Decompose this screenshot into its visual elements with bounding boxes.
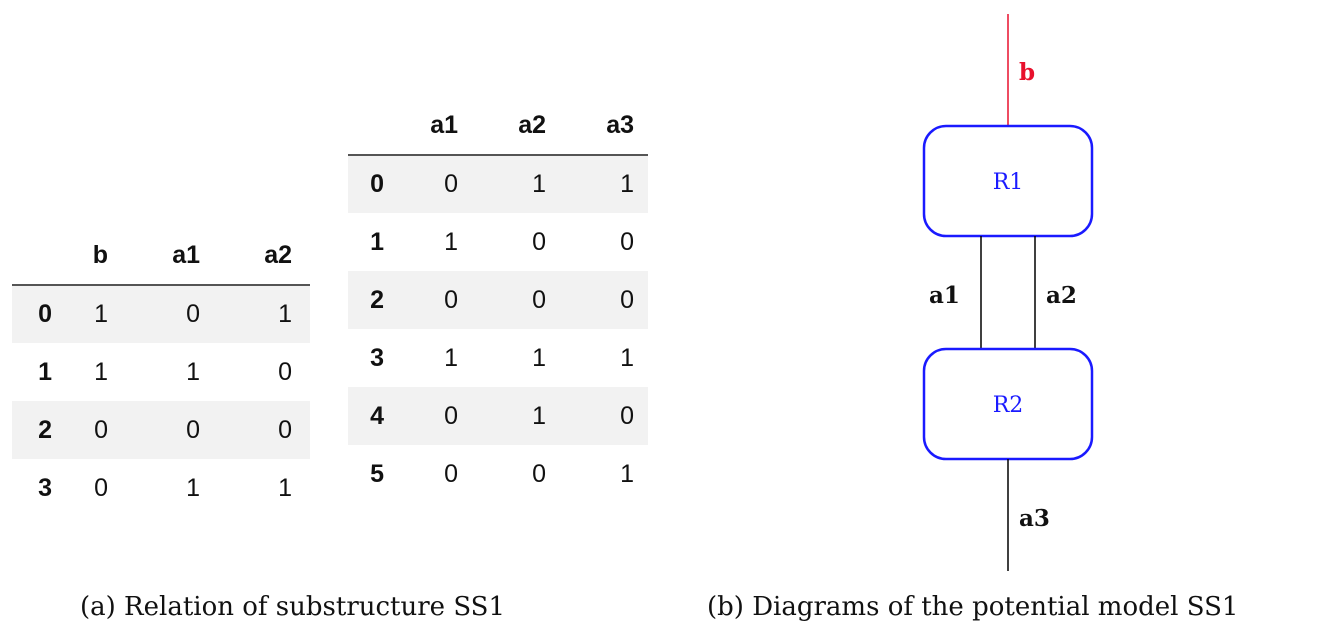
table-row: 4 0 1 0 <box>348 387 648 445</box>
table-cell: 0 <box>278 357 292 386</box>
index-header <box>12 226 52 286</box>
column-header: a1 <box>384 96 472 156</box>
caption-a: (a) Relation of substructure SS1 <box>80 592 506 622</box>
column-header: a2 <box>472 96 560 156</box>
table-cell: 0 <box>94 473 108 502</box>
table-cell: 1 <box>278 473 292 502</box>
table-row: 0 1 0 1 <box>12 285 310 343</box>
table-cell: 1 <box>532 401 546 430</box>
row-index: 1 <box>370 227 384 256</box>
table-cell: 0 <box>186 415 200 444</box>
table-cell: 1 <box>186 473 200 502</box>
table-cell: 1 <box>532 170 546 198</box>
column-header: b <box>52 226 126 286</box>
table-cell: 0 <box>620 285 634 314</box>
table-row: 2 0 0 0 <box>348 271 648 329</box>
node-label-r1: R1 <box>993 170 1024 195</box>
table-cell: 0 <box>278 415 292 444</box>
table-cell: 0 <box>94 415 108 444</box>
table-cell: 1 <box>94 357 108 386</box>
row-index: 0 <box>38 300 52 328</box>
column-header: a2 <box>218 226 310 286</box>
table-cell: 0 <box>444 285 458 314</box>
edge-label-b: b <box>1019 59 1035 86</box>
column-header: a3 <box>560 96 648 156</box>
table-header-row: a1 a2 a3 <box>348 96 648 156</box>
table-cell: 0 <box>444 459 458 488</box>
table-cell: 0 <box>532 285 546 314</box>
table-row: 3 0 1 1 <box>12 459 310 517</box>
row-index: 0 <box>370 170 384 198</box>
caption-b: (b) Diagrams of the potential model SS1 <box>707 592 1239 622</box>
column-header: a1 <box>126 226 218 286</box>
table-cell: 0 <box>444 401 458 430</box>
relation-table-right: a1 a2 a3 0 0 1 1 1 1 0 0 2 0 0 0 <box>348 96 648 503</box>
table-row: 0 0 1 1 <box>348 155 648 213</box>
index-header <box>348 96 384 156</box>
row-index: 2 <box>370 285 384 314</box>
table-row: 5 0 0 1 <box>348 445 648 503</box>
table-row: 2 0 0 0 <box>12 401 310 459</box>
table-cell: 1 <box>278 300 292 328</box>
table-cell: 0 <box>532 459 546 488</box>
table-cell: 1 <box>620 170 634 198</box>
row-index: 3 <box>370 343 384 372</box>
row-index: 2 <box>38 415 52 444</box>
table-row: 1 1 0 0 <box>348 213 648 271</box>
row-index: 3 <box>38 473 52 502</box>
edge-label-a1: a1 <box>929 282 960 309</box>
table-cell: 0 <box>444 170 458 198</box>
table-cell: 1 <box>620 343 634 372</box>
row-index: 1 <box>38 357 52 386</box>
edge-label-a2: a2 <box>1046 282 1077 309</box>
table-cell: 0 <box>620 401 634 430</box>
table-cell: 1 <box>444 343 458 372</box>
table-cell: 1 <box>620 459 634 488</box>
relation-table-left: b a1 a2 0 1 0 1 1 1 1 0 2 0 0 0 <box>12 226 310 517</box>
table-cell: 1 <box>444 227 458 256</box>
table-header-row: b a1 a2 <box>12 226 310 286</box>
table-row: 3 1 1 1 <box>348 329 648 387</box>
node-label-r2: R2 <box>993 393 1024 418</box>
table-cell: 1 <box>94 300 108 328</box>
table-cell: 0 <box>532 227 546 256</box>
table-row: 1 1 1 0 <box>12 343 310 401</box>
table-cell: 0 <box>620 227 634 256</box>
table-cell: 0 <box>186 300 200 328</box>
row-index: 5 <box>370 459 384 488</box>
table-cell: 1 <box>186 357 200 386</box>
row-index: 4 <box>370 401 384 430</box>
node-r1 <box>922 124 1094 238</box>
edge-label-a3: a3 <box>1019 505 1050 532</box>
table-cell: 1 <box>532 343 546 372</box>
